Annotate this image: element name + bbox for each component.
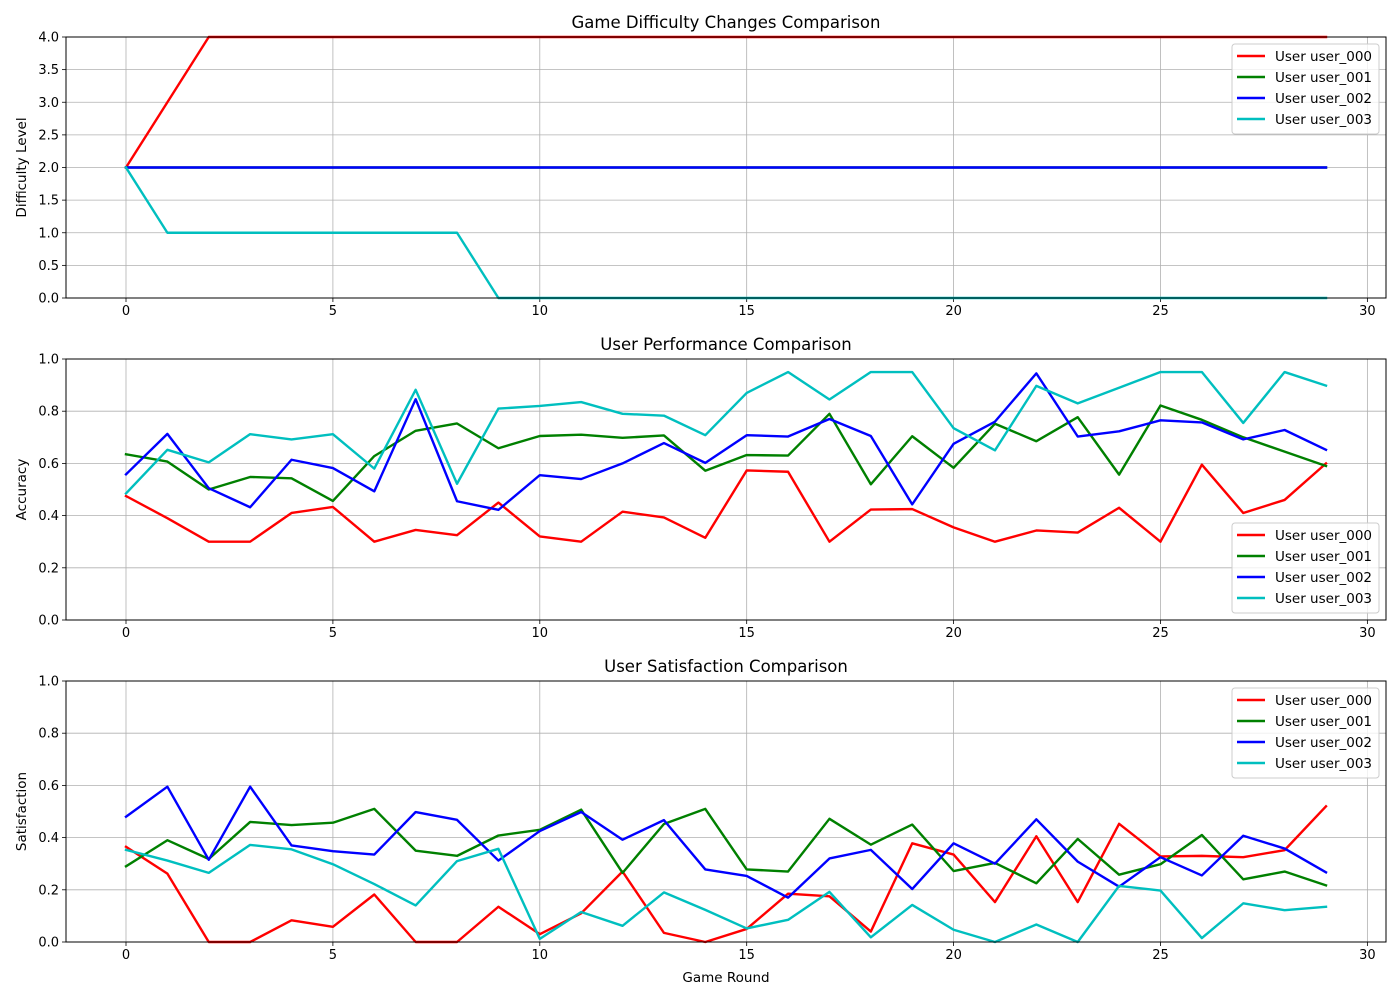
legend-label: User user_003 <box>1275 591 1372 607</box>
y-tick-label: 0.2 <box>38 883 59 898</box>
y-tick-label: 0.6 <box>38 457 59 472</box>
y-axis-label: Satisfaction <box>14 772 30 851</box>
legend-label: User user_002 <box>1275 735 1372 751</box>
chart-title: User Satisfaction Comparison <box>604 657 848 676</box>
x-tick-label: 10 <box>532 626 549 641</box>
x-tick-label: 0 <box>122 304 130 319</box>
axes-frame <box>65 680 1387 943</box>
x-tick-label: 25 <box>1152 304 1169 319</box>
series-group <box>124 785 1328 944</box>
x-axis-label: Game Round <box>682 970 769 986</box>
y-tick-label: 2.0 <box>38 161 59 176</box>
x-tick-label: 10 <box>532 304 549 319</box>
series-group <box>124 370 1328 543</box>
series-group <box>124 35 1328 300</box>
legend-label: User user_002 <box>1275 570 1372 586</box>
x-tick-label: 15 <box>738 626 755 641</box>
x-tick-label: 30 <box>1359 948 1376 963</box>
series-line-user-user_001 <box>124 404 1328 503</box>
x-tick-label: 15 <box>738 948 755 963</box>
series-line-user-user_003 <box>124 370 1328 496</box>
legend-label: User user_001 <box>1275 549 1372 565</box>
legend-label: User user_000 <box>1275 693 1372 709</box>
y-tick-label: 0.5 <box>38 259 59 274</box>
legend-label: User user_003 <box>1275 112 1372 128</box>
legend-label: User user_000 <box>1275 49 1372 65</box>
x-tick-label: 10 <box>532 948 549 963</box>
y-tick-label: 0.4 <box>38 831 59 846</box>
y-axis-label: Accuracy <box>14 459 30 521</box>
legend-label: User user_000 <box>1275 528 1372 544</box>
y-tick-label: 0.6 <box>38 779 59 794</box>
chart-title: User Performance Comparison <box>600 335 851 354</box>
y-tick-label: 2.5 <box>38 128 59 143</box>
series-line-user-user_001 <box>124 807 1328 887</box>
y-tick-label: 0.4 <box>38 509 59 524</box>
chart-title: Game Difficulty Changes Comparison <box>571 13 880 32</box>
legend: User user_000 User user_001 User user_002 U… <box>1231 687 1380 779</box>
legend: User user_000 User user_001 User user_002 U… <box>1231 43 1380 135</box>
x-tick-label: 5 <box>329 304 337 319</box>
legend: User user_000 User user_001 User user_002 U… <box>1231 522 1380 614</box>
x-tick-label: 15 <box>738 304 755 319</box>
y-tick-label: 0.2 <box>38 561 59 576</box>
y-tick-label: 3.5 <box>38 63 59 78</box>
legend-label: User user_003 <box>1275 756 1372 772</box>
legend-box <box>1231 43 1380 135</box>
legend-box <box>1231 522 1380 614</box>
series-line-user-user_000 <box>124 804 1328 944</box>
x-tick-label: 0 <box>122 626 130 641</box>
y-tick-label: 0.8 <box>38 727 59 742</box>
x-tick-label: 20 <box>945 948 962 963</box>
y-tick-label: 0.0 <box>38 292 59 307</box>
chart-panel-1: 0 5 10 15 20 25 30 0.0 0.2 0.4 0.6 0.8 1.0 User Perfo… <box>14 335 1387 641</box>
x-tick-label: 0 <box>122 948 130 963</box>
x-tick-label: 20 <box>945 304 962 319</box>
x-tick-label: 25 <box>1152 948 1169 963</box>
x-tick-label: 20 <box>945 626 962 641</box>
y-tick-label: 1.0 <box>38 353 59 368</box>
y-tick-label: 0.8 <box>38 405 59 420</box>
series-line-user-user_002 <box>124 785 1328 899</box>
axes-frame <box>65 358 1387 621</box>
y-axis-label: Difficulty Level <box>14 117 30 217</box>
axes-frame <box>65 36 1387 299</box>
chart-panel-0: 0 5 10 15 20 25 30 0.0 0.5 1.0 1.5 2.0 2.5 3.0 3.5 4.0 G… <box>14 13 1387 319</box>
x-tick-label: 30 <box>1359 626 1376 641</box>
legend-box <box>1231 687 1380 779</box>
y-tick-label: 3.0 <box>38 96 59 111</box>
y-tick-label: 0.0 <box>38 936 59 951</box>
legend-label: User user_001 <box>1275 714 1372 730</box>
y-tick-label: 1.5 <box>38 194 59 209</box>
series-line-user-user_003 <box>124 843 1328 944</box>
x-tick-label: 5 <box>329 948 337 963</box>
x-tick-label: 25 <box>1152 626 1169 641</box>
legend-label: User user_002 <box>1275 91 1372 107</box>
y-tick-label: 1.0 <box>38 675 59 690</box>
series-line-user-user_000 <box>124 461 1328 543</box>
legend-label: User user_001 <box>1275 70 1372 86</box>
y-tick-label: 4.0 <box>38 31 59 46</box>
x-tick-label: 30 <box>1359 304 1376 319</box>
y-tick-label: 1.0 <box>38 226 59 241</box>
chart-panel-2: 0 5 10 15 20 25 30 0.0 0.2 0.4 0.6 0.8 1.0 User Satis… <box>14 657 1387 986</box>
series-line-user-user_002 <box>124 372 1328 512</box>
x-tick-label: 5 <box>329 626 337 641</box>
y-tick-label: 0.0 <box>38 614 59 629</box>
